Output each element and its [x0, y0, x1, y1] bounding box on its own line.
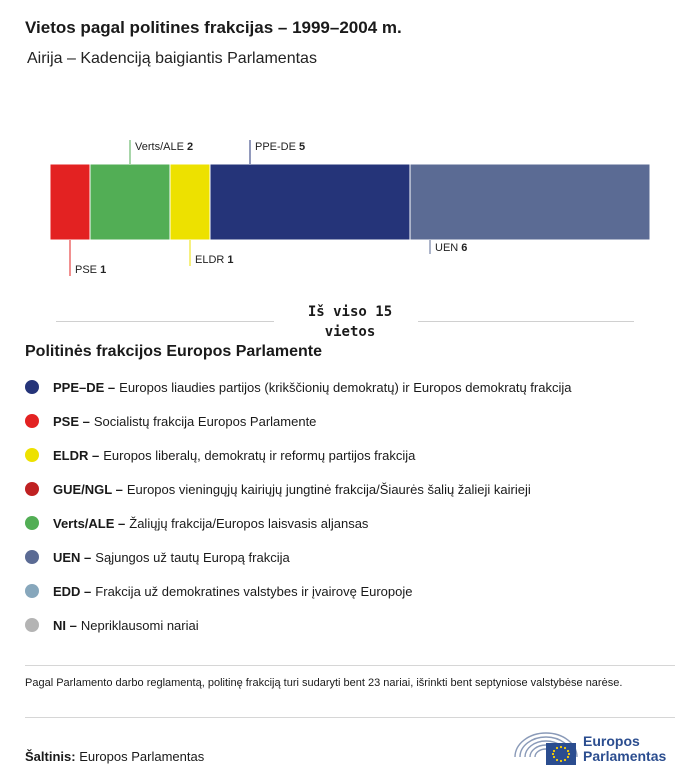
legend-swatch: [25, 550, 39, 564]
total-seats-unit: vietos: [324, 324, 376, 340]
source-label: Šaltinis:: [25, 749, 76, 764]
segment-label-value: 1: [227, 254, 233, 266]
segment-label-value: 1: [100, 264, 106, 276]
legend-list: PPE–DE – Europos liaudies partijos (krikš…: [25, 370, 571, 642]
footnote: Pagal Parlamento darbo reglamentą, polit…: [25, 677, 623, 689]
segment-label-name: PSE: [75, 264, 100, 276]
legend-abbr: EDD –: [53, 583, 92, 599]
segment-label: PPE-DE 5: [255, 141, 305, 153]
bar-segment-uen: [409, 163, 651, 241]
logo-text: Europos Parlamentas: [583, 734, 666, 764]
legend-text: Europos liaudies partijos (krikščionių d…: [119, 379, 572, 395]
legend-abbr: Verts/ALE –: [53, 515, 126, 531]
legend-abbr: UEN –: [53, 549, 92, 565]
legend-swatch: [25, 584, 39, 598]
legend-item: NI – Nepriklausomi nariai: [25, 608, 571, 642]
legend-abbr: ELDR –: [53, 447, 100, 463]
legend-heading: Politinės frakcijos Europos Parlamente: [25, 343, 322, 360]
legend-swatch: [25, 414, 39, 428]
legend-swatch: [25, 448, 39, 462]
european-parliament-logo: Europos Parlamentas: [513, 727, 678, 767]
bar-segment-eldr: [169, 163, 211, 241]
legend-text: Žaliųjų frakcija/Europos laisvasis aljan…: [129, 515, 369, 531]
total-seats-count: Iš viso 15: [307, 304, 393, 320]
legend-abbr: PSE –: [53, 413, 90, 429]
segment-label-name: PPE-DE: [255, 141, 299, 153]
legend-item: EDD – Frakcija už demokratines valstybes …: [25, 574, 571, 608]
legend-item: Verts/ALE – Žaliųjų frakcija/Europos lais…: [25, 506, 571, 540]
parliament-emblem-icon: [514, 732, 578, 765]
legend-item: PPE–DE – Europos liaudies partijos (krikš…: [25, 370, 571, 404]
legend-text: Nepriklausomi nariai: [80, 617, 199, 633]
total-divider-left: [56, 321, 274, 322]
legend-abbr: GUE/NGL –: [53, 481, 123, 497]
legend-text: Sąjungos už tautų Europą frakcija: [95, 549, 290, 565]
segment-label-name: UEN: [435, 242, 461, 254]
note-divider-top: [25, 665, 675, 666]
note-divider-bottom: [25, 717, 675, 718]
chart-subtitle: Airija – Kadenciją baigiantis Parlamenta…: [27, 50, 317, 67]
segment-label-name: Verts/ALE: [135, 141, 187, 153]
chart-title: Vietos pagal politines frakcijas – 1999–…: [25, 18, 402, 37]
legend-abbr: NI –: [53, 617, 77, 633]
legend-swatch: [25, 380, 39, 394]
source-line: Šaltinis: Europos Parlamentas: [25, 749, 204, 764]
bar-segment-vertsale: [89, 163, 171, 241]
legend-text: Europos liberalų, demokratų ir reformų p…: [103, 447, 416, 463]
legend-text: Europos vieningųjų kairiųjų jungtinė fra…: [126, 481, 531, 497]
segment-label: Verts/ALE 2: [135, 141, 193, 153]
segment-label: PSE 1: [75, 264, 106, 276]
legend-text: Socialistų frakcija Europos Parlamente: [93, 413, 317, 429]
legend-item: PSE – Socialistų frakcija Europos Parlame…: [25, 404, 571, 438]
legend-item: ELDR – Europos liberalų, demokratų ir ref…: [25, 438, 571, 472]
segment-label-value: 2: [187, 141, 193, 153]
logo-line-2: Parlamentas: [583, 748, 667, 764]
legend-swatch: [25, 482, 39, 496]
legend-item: UEN – Sąjungos už tautų Europą frakcija: [25, 540, 571, 574]
total-divider-right: [418, 321, 634, 322]
stacked-bar-chart: PSE 1 Verts/ALE 2 ELDR 1 PPE-DE 5 UEN 6: [49, 140, 651, 276]
source-text: Europos Parlamentas: [79, 749, 205, 764]
bar-segment-ppede: [209, 163, 411, 241]
legend-swatch: [25, 516, 39, 530]
legend-item: GUE/NGL – Europos vieningųjų kairiųjų jun…: [25, 472, 571, 506]
segment-label-value: 6: [461, 242, 467, 254]
total-seats: Iš viso 15 vietos: [270, 302, 430, 342]
segment-label: ELDR 1: [195, 254, 234, 266]
segment-label: UEN 6: [435, 242, 467, 254]
legend-abbr: PPE–DE –: [53, 379, 116, 395]
logo-line-1: Europos: [583, 733, 640, 749]
segment-label-value: 5: [299, 141, 305, 153]
bar-segment-pse: [49, 163, 91, 241]
segment-label-name: ELDR: [195, 254, 227, 266]
legend-swatch: [25, 618, 39, 632]
legend-text: Frakcija už demokratines valstybes ir įv…: [95, 583, 413, 599]
